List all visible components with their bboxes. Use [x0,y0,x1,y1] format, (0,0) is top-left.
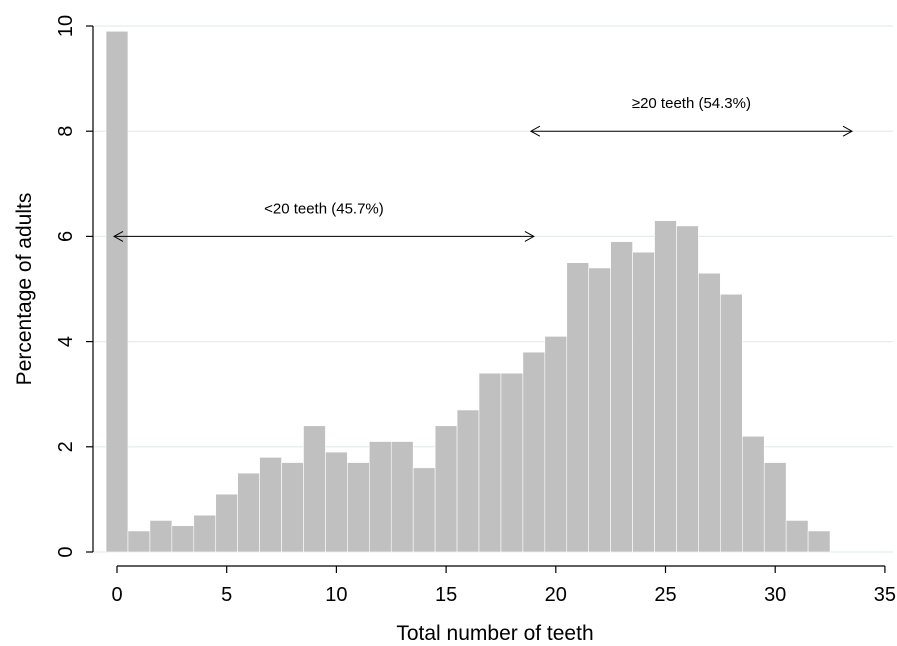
histogram-bar [785,520,809,553]
histogram-bar [698,272,721,553]
histogram-bar [544,336,568,553]
x-tick-label: 15 [435,584,457,606]
x-tick-label: 0 [111,584,122,606]
histogram-bar [215,493,238,553]
histogram-bar [149,520,173,553]
histogram-bar [259,457,282,553]
x-tick-label: 35 [874,584,896,606]
x-tick-label: 20 [545,584,567,606]
histogram-bar [347,462,370,553]
histogram-bar [412,467,436,553]
histogram-bar [741,435,765,553]
histogram-bar [456,409,480,553]
arrow-left-head-icon [112,230,124,242]
histogram-bar [720,293,743,553]
y-tick-label: 6 [55,231,77,242]
histogram-bar [434,425,458,553]
x-tick-label: 5 [221,584,232,606]
arrow-right-head-icon [842,125,854,137]
histogram-bar [390,441,414,553]
histogram-bar [127,530,151,553]
histogram-bar [171,525,195,553]
y-tick-label: 10 [55,15,77,37]
annotation-label: <20 teeth (45.7%) [264,200,384,217]
histogram-bar [281,462,304,553]
histogram-bar [500,372,524,553]
histogram-bar [237,472,260,553]
annotations: <20 teeth (45.7%) ≥20 teeth (54.3%) [112,95,854,242]
bars [105,30,831,553]
histogram-bar [632,251,655,553]
histogram-bar [763,462,787,553]
y-tick-label: 0 [55,546,77,557]
histogram-bar [522,351,546,553]
axes: 0 2 4 6 8 10 0 5 10 15 20 25 30 35 [55,15,896,606]
histogram-bar [478,372,502,553]
histogram-bar [193,514,217,553]
histogram-bar [807,530,831,553]
histogram-bar [654,220,677,553]
histogram-bar [610,241,633,553]
x-tick-label: 10 [325,584,347,606]
x-axis-title: Total number of teeth [396,622,593,645]
annotation-label: ≥20 teeth (54.3%) [632,95,751,112]
arrow-right-head-icon [524,230,535,242]
histogram-bar [588,267,611,553]
histogram-bar [325,451,348,553]
arrow-left-head-icon [529,125,541,137]
histogram-bar [303,425,326,553]
y-axis-title: Percentage of adults [13,193,36,386]
histogram-bar [566,262,590,553]
histogram-bar [105,30,129,553]
x-tick-label: 25 [654,584,676,606]
y-tick-label: 8 [55,126,77,137]
y-tick-label: 2 [55,441,77,452]
histogram-bar [676,225,699,553]
x-tick-label: 30 [764,584,786,606]
histogram-bar [369,441,392,553]
y-tick-label: 4 [55,336,77,347]
